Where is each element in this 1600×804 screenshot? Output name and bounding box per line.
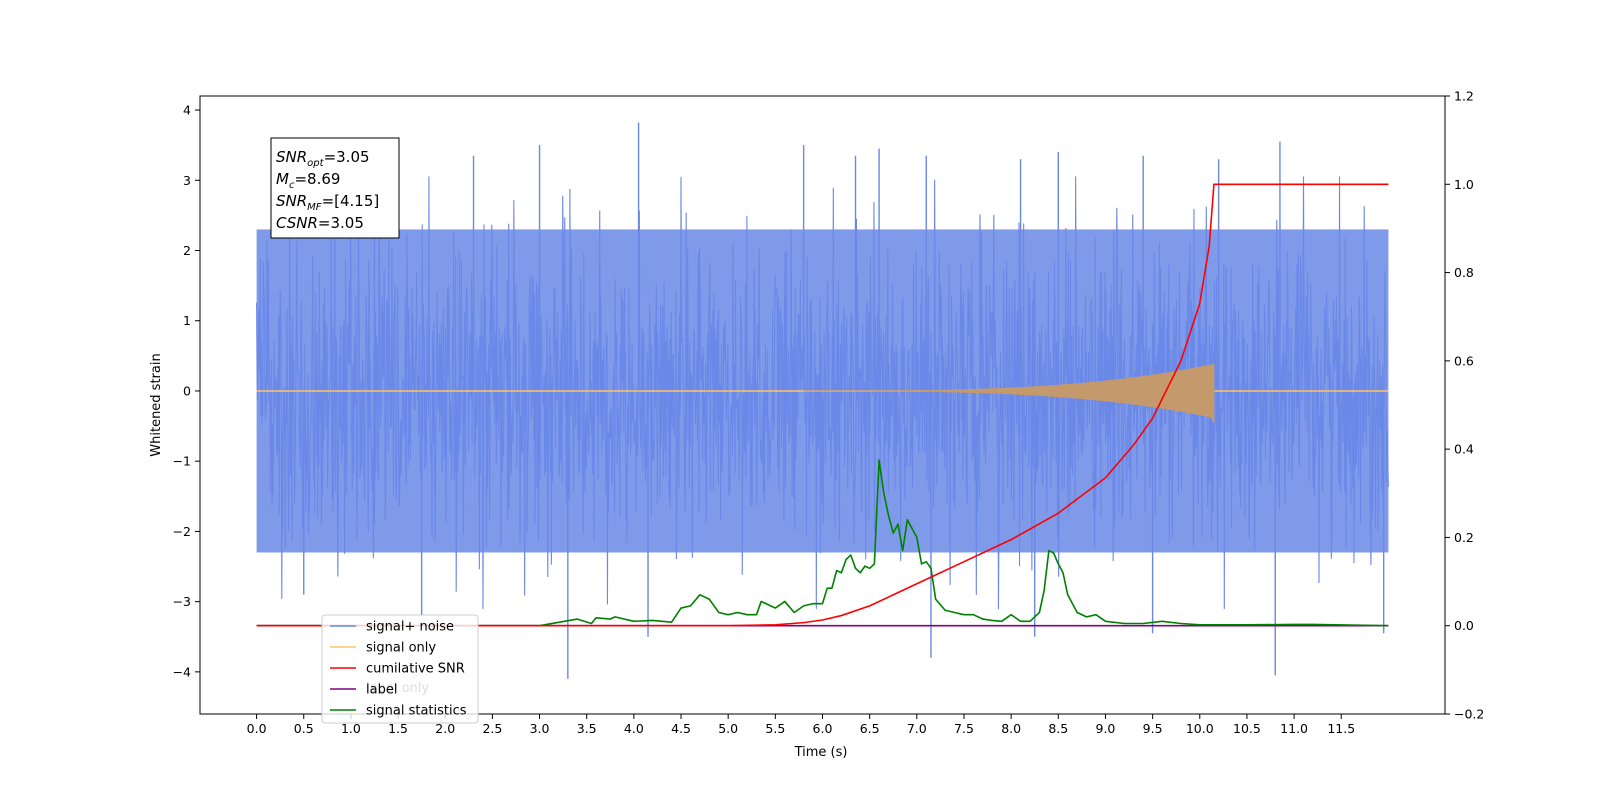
x-tick-label: 5.0 xyxy=(718,721,738,736)
x-tick-label: 0.5 xyxy=(294,721,314,736)
signal-only-layer xyxy=(256,363,1389,424)
y2-tick-label: 0.8 xyxy=(1454,265,1474,280)
signal-noise-layer xyxy=(256,122,1389,679)
y-axis-left: −4 −3 −2 −1 0 1 2 3 4 xyxy=(173,103,200,679)
legend-label: signal statistics xyxy=(366,704,467,719)
legend-label: signal+ noise xyxy=(366,620,454,635)
legend: label only signal+ noise signal only cumila… xyxy=(321,614,479,724)
y2-tick-label: 0.6 xyxy=(1454,353,1474,368)
y-tick-label: 1 xyxy=(183,313,191,328)
legend-hidden-text: label only xyxy=(366,681,429,696)
y-axis-right: −0.2 0.0 0.2 0.4 0.6 0.8 1.0 1.2 xyxy=(1445,89,1484,722)
y2-tick-label: 0.2 xyxy=(1454,530,1474,545)
annotation-line: CSNR=3.05 xyxy=(276,214,364,232)
y-tick-label: 4 xyxy=(183,103,191,118)
y-tick-label: 3 xyxy=(183,173,191,188)
series-signal-statistics xyxy=(256,459,1389,627)
x-tick-label: 2.0 xyxy=(435,721,455,736)
x-tick-label: 1.5 xyxy=(388,721,408,736)
legend-label: signal only xyxy=(366,641,436,656)
annotation-line: SNRMF=[4.15] xyxy=(276,192,379,213)
x-tick-label: 10.5 xyxy=(1233,721,1261,736)
y-tick-label: −2 xyxy=(173,524,191,539)
x-tick-label: 6.0 xyxy=(813,721,833,736)
y2-tick-label: 1.2 xyxy=(1454,89,1474,104)
x-tick-label: 7.5 xyxy=(954,721,974,736)
x-tick-label: 5.5 xyxy=(765,721,785,736)
legend-label: cumilative SNR xyxy=(366,662,465,677)
y-axis-label: Whitened strain xyxy=(149,353,164,456)
x-tick-label: 0.0 xyxy=(247,721,267,736)
x-tick-label: 9.5 xyxy=(1143,721,1163,736)
signal-only-chirp xyxy=(803,363,1215,424)
x-tick-label: 2.5 xyxy=(482,721,502,736)
annotation-line: Mc=8.69 xyxy=(276,170,340,191)
x-tick-label: 4.5 xyxy=(671,721,691,736)
x-tick-label: 4.0 xyxy=(624,721,644,736)
x-tick-label: 9.0 xyxy=(1096,721,1116,736)
y-tick-label: −1 xyxy=(173,454,191,469)
x-tick-label: 8.5 xyxy=(1048,721,1068,736)
y2-tick-label: −0.2 xyxy=(1454,707,1484,722)
y-tick-label: −3 xyxy=(173,594,191,609)
x-tick-label: 1.0 xyxy=(341,721,361,736)
y-tick-label: 2 xyxy=(183,243,191,258)
x-tick-label: 8.0 xyxy=(1001,721,1021,736)
x-tick-label: 6.5 xyxy=(860,721,880,736)
y2-tick-label: 0.0 xyxy=(1454,618,1474,633)
x-tick-label: 11.5 xyxy=(1327,721,1355,736)
x-tick-label: 7.0 xyxy=(907,721,927,736)
y2-tick-label: 1.0 xyxy=(1454,177,1474,192)
x-tick-label: 11.0 xyxy=(1280,721,1308,736)
x-axis-label: Time (s) xyxy=(794,745,848,760)
y2-tick-label: 0.4 xyxy=(1454,442,1474,457)
y-tick-label: −4 xyxy=(173,664,191,679)
x-axis: 0.0 0.5 1.0 1.5 2.0 2.5 3.0 3.5 4.0 4.5 5.0 5.5 6.0 6… xyxy=(247,714,1355,736)
x-tick-label: 3.0 xyxy=(530,721,550,736)
y-tick-label: 0 xyxy=(183,383,191,398)
x-tick-label: 10.0 xyxy=(1186,721,1214,736)
annotation-frame xyxy=(270,137,400,239)
x-tick-label: 3.5 xyxy=(577,721,597,736)
annotation-line: SNRopt=3.05 xyxy=(276,148,370,169)
series-cumilative-snr xyxy=(256,183,1389,627)
legend-frame xyxy=(321,614,479,724)
legend-label: label xyxy=(366,683,397,698)
